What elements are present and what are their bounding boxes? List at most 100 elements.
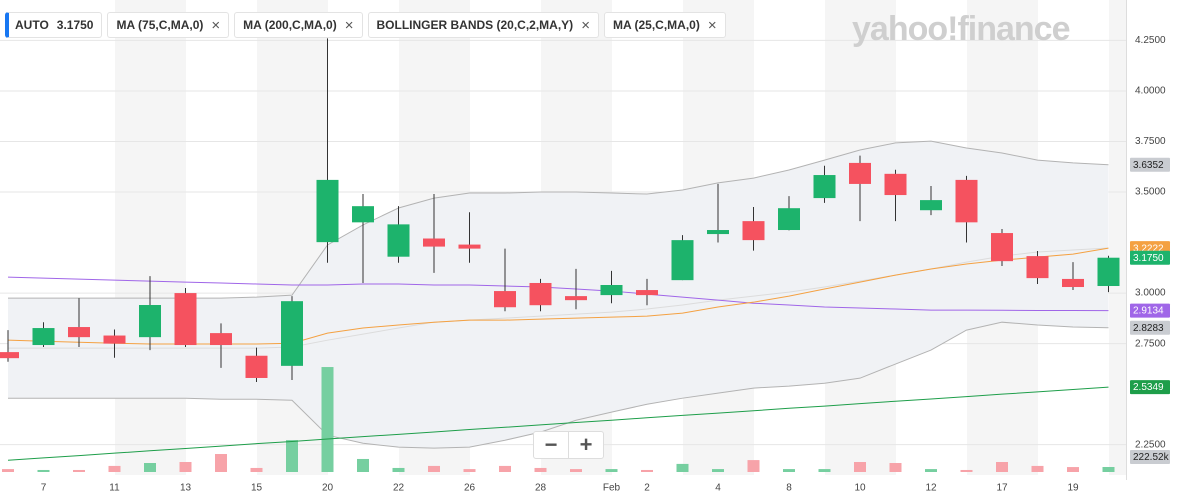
column-stripe [1109,0,1126,475]
candle-body [1026,256,1049,279]
volume-bar [144,463,156,472]
x-tick-label: 11 [109,483,120,494]
remove-indicator[interactable]: × [707,16,717,34]
indicator-chip[interactable]: MA (75,C,MA,0) × [107,12,230,38]
candle-body [103,335,126,344]
last-value-tag [1130,303,1170,318]
volume-bar [392,467,405,472]
candle-body [0,352,19,359]
moving-average [7,386,1109,461]
x-tick-label: 26 [464,483,476,494]
ticker: AUTO [15,18,49,32]
volume-bar [570,469,582,472]
indicator-label: MA (200,C,MA,0) [243,18,337,32]
volume-bar [854,461,866,472]
volume-bar [73,469,85,472]
y-tick-label: 3.7500 [1135,136,1166,147]
x-tick-label: 13 [180,483,192,494]
y-tick-label: 3.5000 [1135,187,1166,198]
volume-bar [712,469,724,472]
volume-bar [996,461,1008,472]
candle-body [32,328,55,346]
volume-bar [108,465,121,472]
candle-body [68,327,90,338]
indicator-chips: AUTO 3.1750 MA (75,C,MA,0) × MA (200,C,MA,… [5,12,726,38]
candle-body [565,296,587,301]
last-value-tag [1130,157,1170,172]
remove-indicator[interactable]: × [581,16,590,34]
candle-body [991,233,1013,262]
candle-body [920,200,942,211]
moving-average [7,276,1109,312]
volume-bar [783,469,795,472]
candle-body [671,240,694,281]
x-tick-label: Feb [603,483,621,494]
volume-bar [1031,465,1044,472]
candle-body [813,175,836,199]
band-lower [8,321,1109,449]
remove-indicator[interactable]: × [211,16,221,34]
last-value-label: 3.6352 [1133,160,1164,171]
volume-bar [2,469,14,472]
candle-body [884,173,907,196]
zoom-out[interactable]: − [544,432,558,457]
volume-bar [286,440,298,472]
volume-bar [428,465,440,472]
y-tick-label: 4.0000 [1135,86,1166,97]
x-tick-label: 2 [644,483,650,494]
band-fill [8,141,1109,449]
indicator-label: MA (25,C,MA,0) [612,18,700,32]
candle-body [458,244,481,249]
last-value-tag [1130,320,1170,335]
volume-bar [1067,467,1079,472]
volume-bar [889,463,902,472]
volume-bar [534,467,547,472]
x-tick-label: 20 [322,483,334,494]
volume-bar [321,367,334,472]
y-tick-label: 2.2500 [1135,439,1166,450]
volume-bar [37,469,50,472]
volume-bar [605,469,618,472]
logo: yahoo!finance [852,10,1070,48]
candle-body [707,230,729,235]
y-tick-label: 2.7500 [1135,338,1166,349]
candle-body [245,355,268,378]
indicator-chip[interactable]: MA (25,C,MA,0) × [603,12,726,38]
volume-bar [818,469,831,472]
candle-body [778,208,800,231]
last-value-tag [1130,380,1170,395]
x-tick-label: 28 [535,483,547,494]
x-tick-label: 8 [786,483,792,494]
candle-body [139,305,161,338]
ticker-price: 3.1750 [56,18,94,32]
candle-body [316,179,339,243]
candle-body [849,162,871,184]
candle-body [636,290,658,296]
plot [0,0,1126,475]
last-value-label: 222.52k [1133,452,1170,463]
indicator-label: BOLLINGER BANDS (20,C,2,MA,Y) [376,18,574,32]
ticker-chip[interactable]: AUTO 3.1750 [5,12,103,38]
zoom-in[interactable]: + [568,432,603,458]
candle-body [529,282,552,306]
volume-bar [1102,466,1115,472]
volume-bar [250,467,263,472]
last-value-label: 3.1750 [1133,253,1164,264]
x-tick-label: 12 [925,483,937,494]
candle-body [423,238,445,247]
last-value-tag [1130,449,1170,464]
volume-bar [179,461,192,472]
remove-indicator[interactable]: × [344,16,354,34]
indicator-chip[interactable]: BOLLINGER BANDS (20,C,2,MA,Y) × [367,12,599,38]
last-value-tag [1130,250,1170,265]
indicator-label: MA (75,C,MA,0) [116,18,204,32]
candle-body [955,179,978,223]
volume-bar [676,463,689,472]
candle-body [387,224,410,257]
indicator-chip[interactable]: MA (200,C,MA,0) × [234,12,363,38]
y-tick-label: 3.0000 [1135,288,1166,299]
zoom-controls: − + [533,431,604,459]
candle-body [1097,257,1120,287]
